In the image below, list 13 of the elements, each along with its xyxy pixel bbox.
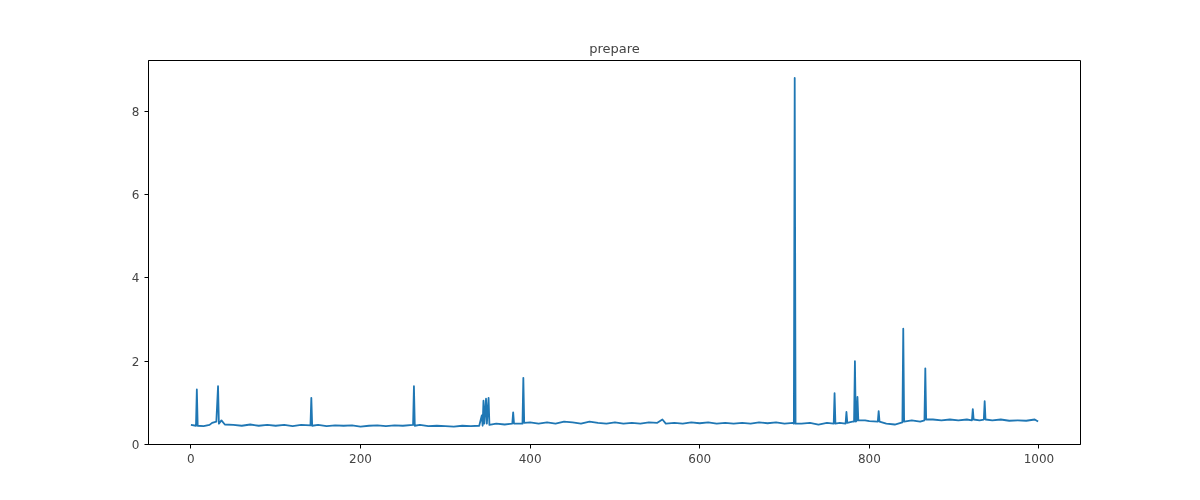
y-tick-label: 2 [131, 354, 140, 369]
x-tick-label: 800 [857, 451, 881, 466]
line-series [190, 77, 1039, 428]
chart-title: prepare [589, 40, 640, 56]
x-tick-label: 0 [187, 451, 195, 466]
y-tick-label: 6 [131, 188, 140, 203]
x-tick-label: 1000 [1023, 451, 1055, 466]
x-tick-label: 600 [688, 451, 712, 466]
x-tick-label: 200 [349, 451, 372, 466]
x-tick-label: 400 [518, 451, 542, 466]
y-tick-label: 0 [131, 438, 140, 452]
y-tick-label: 8 [131, 104, 140, 119]
y-tick-label: 4 [131, 271, 140, 286]
